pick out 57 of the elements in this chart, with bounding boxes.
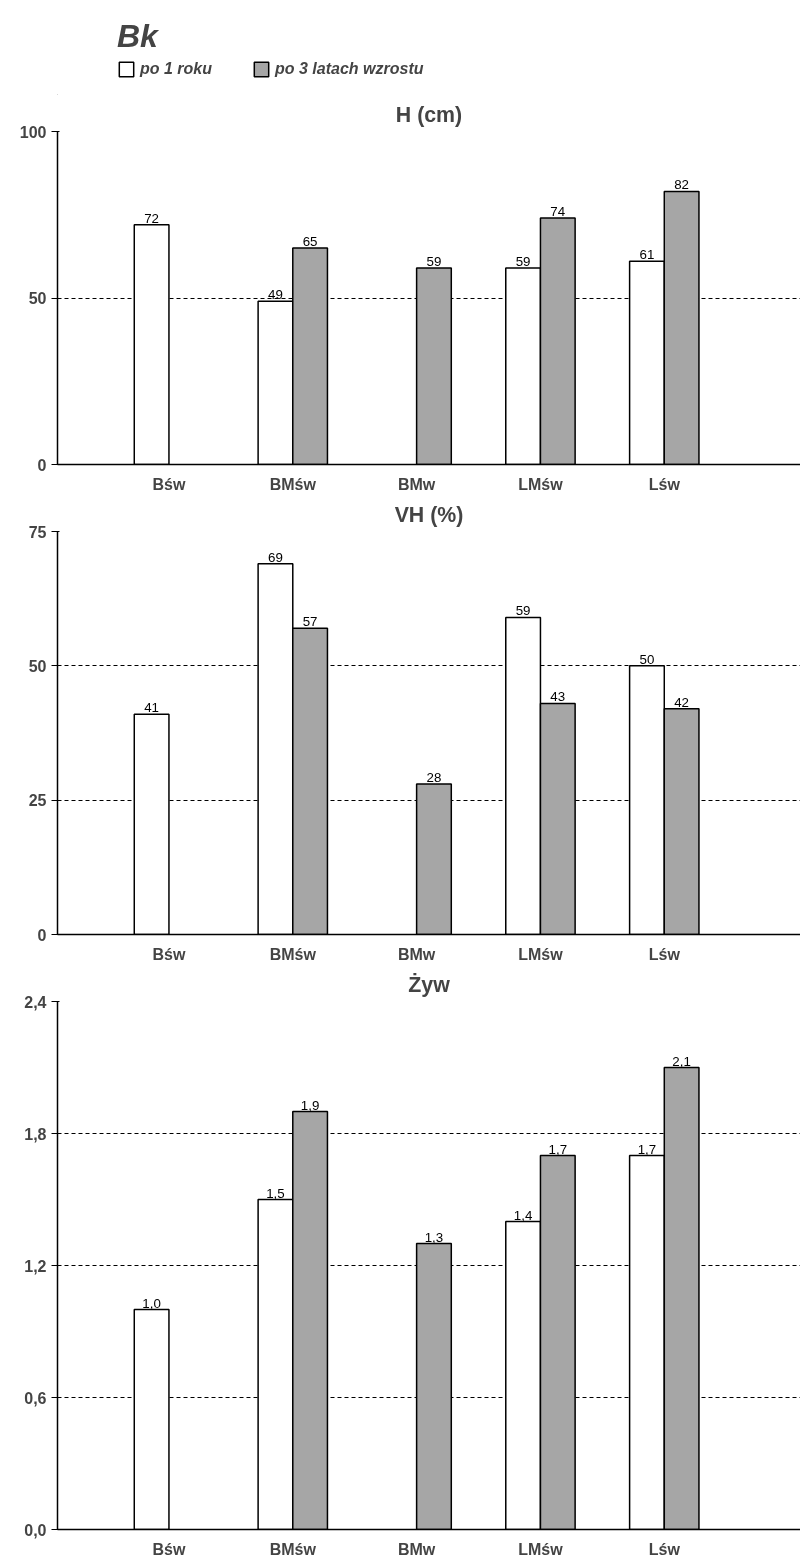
- y-tick-label: 50: [28, 290, 47, 307]
- chart-title: H (cm): [395, 102, 463, 127]
- x-tick-label: BMw: [397, 475, 436, 493]
- x-tick-label: BMw: [397, 1540, 436, 1558]
- x-tick-label: Lśw: [648, 1540, 681, 1558]
- data-label: 49: [268, 287, 283, 303]
- y-tick-label: 1,8: [24, 1125, 47, 1143]
- y-tick-label: 2,4: [24, 993, 47, 1011]
- data-label: 1,3: [424, 1229, 444, 1245]
- x-tick-label: Lśw: [648, 475, 681, 493]
- x-tick-label: Lśw: [648, 945, 681, 963]
- data-label: 1,4: [513, 1207, 533, 1223]
- x-tick-label: BMw: [397, 945, 436, 963]
- data-label: 1,0: [142, 1295, 161, 1311]
- data-label: 59: [426, 254, 442, 270]
- data-label: 42: [674, 694, 690, 710]
- data-label: 74: [550, 204, 566, 220]
- y-tick-label: 0,0: [24, 1521, 47, 1539]
- data-label: 61: [639, 247, 655, 263]
- y-tick-label: 0: [37, 926, 47, 944]
- data-label: 43: [550, 689, 566, 705]
- y-tick-label: 0: [37, 456, 47, 474]
- chart-title: Żyw: [408, 972, 451, 997]
- data-label: 82: [674, 177, 690, 193]
- y-tick-label: 50: [28, 657, 47, 675]
- data-label: 72: [144, 210, 160, 226]
- data-label: 1,5: [266, 1185, 285, 1201]
- y-tick-label: 1,2: [24, 1257, 47, 1275]
- y-tick-label: 25: [28, 792, 47, 810]
- legend-label: po 1 roku: [140, 59, 213, 78]
- y-tick-label: 0,6: [24, 1389, 47, 1407]
- x-tick-label: Bśw: [152, 945, 186, 963]
- data-label: 69: [268, 549, 283, 565]
- legend-label: po 3 latach wzrostu: [275, 59, 424, 78]
- data-label: 1,9: [300, 1097, 320, 1113]
- data-label: 59: [515, 254, 531, 270]
- x-tick-label: LMśw: [518, 475, 564, 493]
- y-tick-label: 100: [19, 123, 47, 141]
- legend-title: Bk: [117, 17, 160, 55]
- x-tick-label: BMśw: [269, 1540, 317, 1558]
- x-tick-label: Bśw: [152, 1540, 186, 1558]
- data-label: 1,7: [637, 1141, 657, 1157]
- x-tick-label: LMśw: [518, 945, 564, 963]
- y-tick-label: 75: [28, 523, 47, 541]
- x-tick-label: LMśw: [518, 1540, 564, 1558]
- data-label: 28: [426, 770, 442, 786]
- data-label: 65: [302, 234, 318, 250]
- x-tick-label: Bśw: [152, 475, 186, 493]
- x-tick-label: BMśw: [269, 475, 317, 493]
- chart-title: VH (%): [394, 502, 464, 527]
- data-label: 57: [302, 614, 318, 630]
- data-label: 50: [639, 651, 655, 667]
- data-label: 41: [144, 700, 160, 716]
- data-label: 2,1: [672, 1053, 691, 1069]
- data-label: 1,7: [548, 1141, 568, 1157]
- data-label: 59: [515, 603, 531, 619]
- x-tick-label: BMśw: [269, 945, 317, 963]
